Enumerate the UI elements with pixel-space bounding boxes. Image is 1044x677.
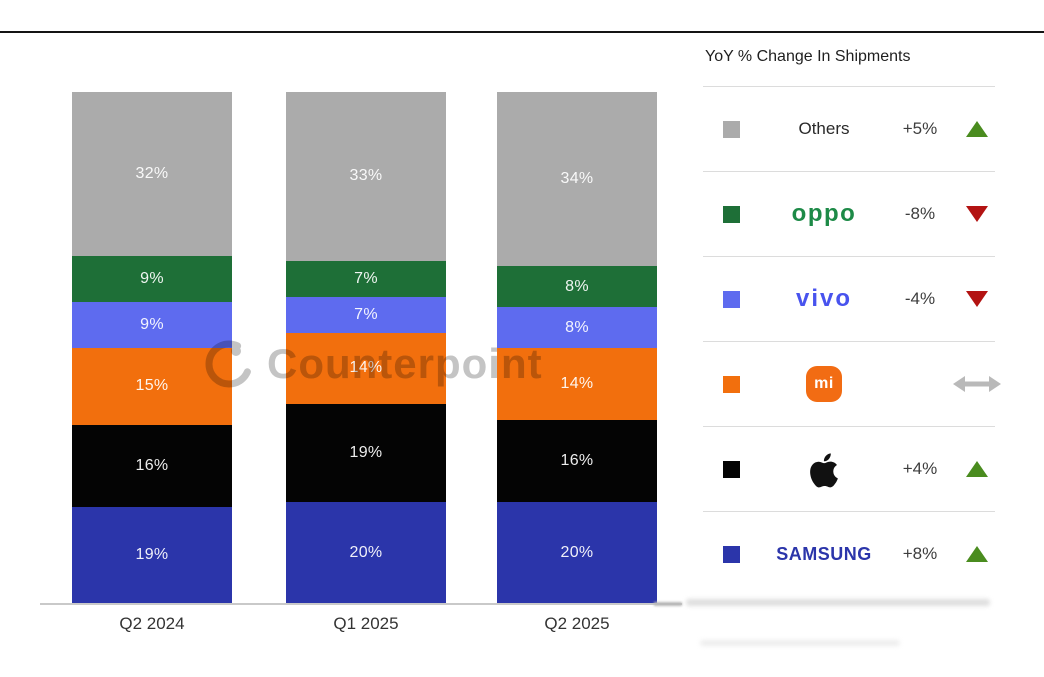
- segment-apple: 16%: [497, 419, 657, 502]
- legend-title: YoY % Change In Shipments: [705, 48, 911, 65]
- blurred-footnote: [700, 640, 900, 646]
- segment-value-label: 16%: [135, 456, 169, 474]
- segment-apple: 19%: [286, 404, 446, 502]
- x-label-q1-2025: Q1 2025: [333, 614, 399, 633]
- samsung-trend: [953, 546, 1001, 562]
- segment-value-label: 7%: [354, 305, 378, 323]
- oppo-trend: [953, 206, 1001, 222]
- segment-value-label: 20%: [349, 543, 383, 561]
- axis-end-smudge: [654, 602, 682, 606]
- segment-oppo: 8%: [497, 266, 657, 308]
- mi-badge-text: mi: [814, 375, 834, 392]
- stacked-bar-chart: 32% 9% 9% 15% 16% 19% 33% 7% 7% 14% 19% 20% 34% 8% 8% 1…: [0, 92, 700, 640]
- segment-oppo: 7%: [286, 260, 446, 297]
- legend-row-vivo: vivo -4%: [703, 256, 995, 341]
- oppo-swatch: [723, 205, 740, 223]
- legend-row-samsung: SAMSUNG +8%: [703, 511, 995, 596]
- segment-value-label: 14%: [560, 374, 594, 392]
- legend-row-others: Others +5%: [703, 86, 995, 171]
- vivo-logo: vivo: [761, 285, 887, 313]
- up-triangle-icon: [966, 121, 988, 137]
- x-label-q2-2025: Q2 2025: [544, 614, 610, 633]
- segment-apple: 16%: [72, 424, 232, 507]
- top-divider: [0, 31, 1044, 33]
- segment-value-label: 34%: [560, 170, 594, 188]
- samsung-swatch: [723, 545, 740, 563]
- segment-xiaomi: 15%: [72, 347, 232, 425]
- bar-q1-2025: 33% 7% 7% 14% 19% 20%: [286, 92, 446, 604]
- segment-vivo: 8%: [497, 307, 657, 348]
- segment-value-label: 7%: [354, 269, 378, 287]
- apple-trend: [953, 461, 1001, 477]
- x-label-q2-2024: Q2 2024: [119, 614, 185, 633]
- segment-vivo: 7%: [286, 296, 446, 333]
- segment-value-label: 32%: [135, 164, 169, 182]
- segment-oppo: 9%: [72, 255, 232, 302]
- legend-row-apple: +4%: [703, 426, 995, 511]
- segment-vivo: 9%: [72, 301, 232, 348]
- apple-logo-icon: [810, 453, 838, 488]
- segment-others: 32%: [72, 92, 232, 256]
- segment-samsung: 20%: [286, 501, 446, 604]
- segment-value-label: 9%: [140, 269, 164, 287]
- segment-value-label: 20%: [560, 543, 594, 561]
- segment-value-label: 9%: [140, 315, 164, 333]
- apple-yoy-change: +4%: [902, 459, 938, 478]
- segment-value-label: 33%: [349, 167, 383, 185]
- others-yoy-change: +5%: [902, 119, 938, 138]
- bar-q2-2025: 34% 8% 8% 14% 16% 20%: [497, 92, 657, 604]
- samsung-wordmark-icon: SAMSUNG: [776, 543, 872, 564]
- segment-value-label: 8%: [565, 318, 589, 336]
- segment-value-label: 14%: [349, 359, 383, 377]
- oppo-wordmark-icon: oppo: [791, 200, 857, 227]
- others-swatch: [723, 120, 740, 138]
- segment-xiaomi: 14%: [497, 347, 657, 420]
- segment-others: 33%: [286, 92, 446, 261]
- apple-logo: [761, 450, 887, 488]
- segment-value-label: 19%: [349, 443, 383, 461]
- vivo-wordmark-icon: vivo: [795, 285, 853, 312]
- legend-panel: YoY % Change In Shipments Others +5% oppo -…: [703, 42, 1001, 596]
- segment-others: 34%: [497, 92, 657, 267]
- others-trend: [953, 121, 1001, 137]
- bar-q2-2024: 32% 9% 9% 15% 16% 19%: [72, 92, 232, 604]
- apple-swatch: [723, 460, 740, 478]
- segment-value-label: 16%: [560, 451, 594, 469]
- vivo-yoy-change: -4%: [904, 289, 936, 308]
- blurred-source-line: [686, 599, 990, 606]
- xiaomi-logo: mi: [761, 366, 887, 402]
- segment-value-label: 15%: [135, 377, 169, 395]
- samsung-yoy-change: +8%: [902, 544, 938, 563]
- legend-rows: Others +5% oppo -8% vivo -4% mi +4% SAMSUNG +8%: [703, 86, 1001, 596]
- oppo-logo: oppo: [761, 200, 887, 228]
- oppo-yoy-change: -8%: [904, 204, 936, 223]
- others-logo: Others: [761, 119, 887, 139]
- legend-row-xiaomi: mi: [703, 341, 1001, 426]
- x-axis-labels: Q2 2024 Q1 2025 Q2 2025: [0, 614, 700, 640]
- down-triangle-icon: [966, 206, 988, 222]
- segment-samsung: 20%: [497, 501, 657, 604]
- x-axis-line: [40, 603, 682, 605]
- legend-row-oppo: oppo -8%: [703, 171, 995, 256]
- down-triangle-icon: [966, 291, 988, 307]
- segment-value-label: 8%: [565, 277, 589, 295]
- up-triangle-icon: [966, 461, 988, 477]
- vivo-swatch: [723, 290, 740, 308]
- up-triangle-icon: [966, 546, 988, 562]
- vivo-trend: [953, 291, 1001, 307]
- segment-xiaomi: 14%: [286, 332, 446, 405]
- segment-value-label: 19%: [135, 546, 169, 564]
- samsung-logo: SAMSUNG: [761, 544, 887, 565]
- legend-label: Others: [798, 119, 850, 138]
- segment-samsung: 19%: [72, 506, 232, 604]
- xiaomi-mi-logo-icon: mi: [806, 366, 842, 402]
- xiaomi-swatch: [723, 375, 740, 393]
- xiaomi-trend: [953, 374, 1001, 394]
- flat-arrow-icon: [953, 376, 1001, 392]
